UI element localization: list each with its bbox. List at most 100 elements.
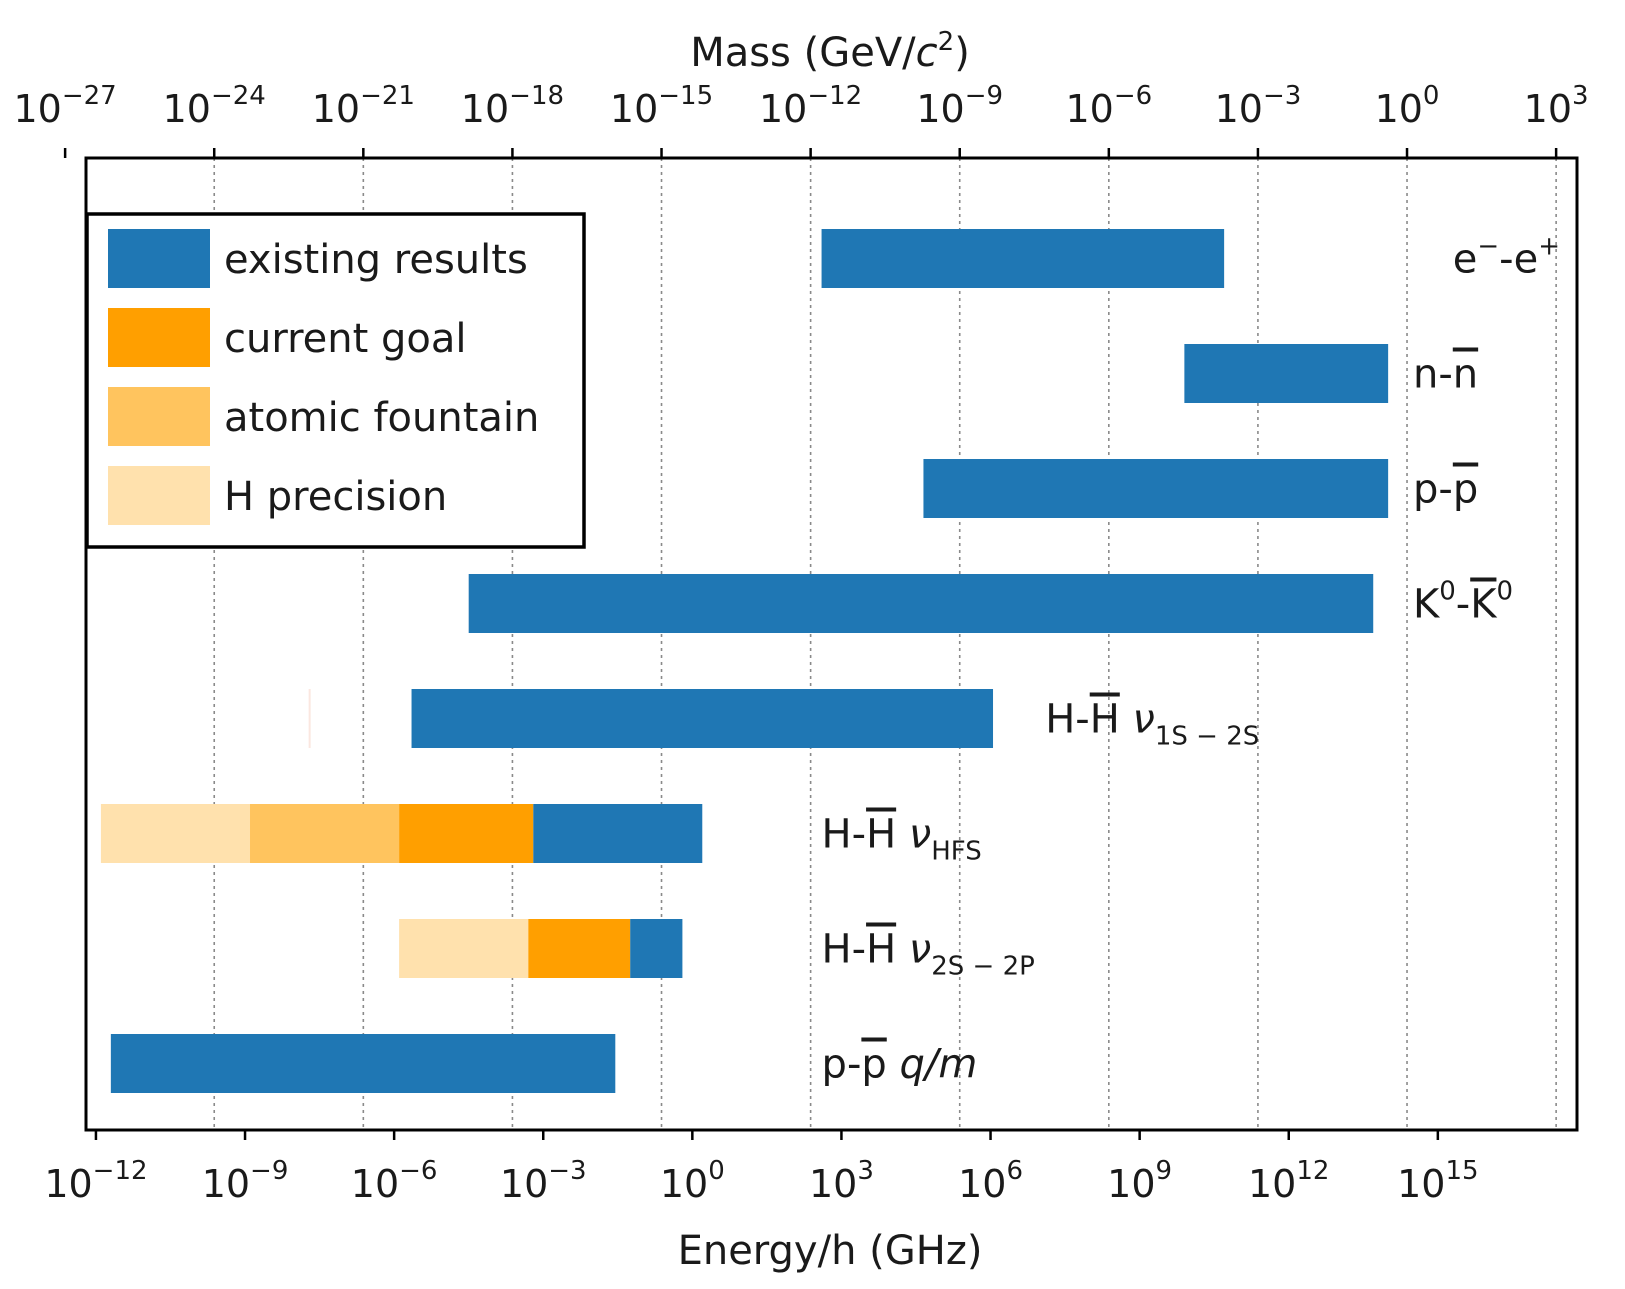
top-tick-base: 10 bbox=[312, 87, 360, 131]
top-tick-label: 10−18 bbox=[461, 81, 564, 131]
legend-swatch-goal bbox=[108, 308, 210, 367]
bottom-tick-exponent: −12 bbox=[93, 1156, 148, 1186]
row-label-main: H- bbox=[822, 927, 867, 973]
bottom-tick-label: 103 bbox=[809, 1156, 874, 1206]
top-axis-title-sup: 2 bbox=[938, 27, 955, 57]
legend-label-fountain: atomic fountain bbox=[224, 395, 539, 441]
top-tick-label: 10−15 bbox=[610, 81, 713, 131]
bottom-tick-base: 10 bbox=[500, 1162, 548, 1206]
bottom-tick-label: 1015 bbox=[1397, 1156, 1478, 1206]
row-label: H-H νHFS bbox=[822, 812, 982, 867]
legend-swatch-fountain bbox=[108, 387, 210, 446]
bar-existing bbox=[630, 919, 683, 978]
grid-lines bbox=[213, 158, 1557, 1130]
bottom-tick-exponent: 6 bbox=[1006, 1156, 1023, 1186]
row-label-variable: ν bbox=[1133, 697, 1155, 743]
bar-existing bbox=[411, 689, 994, 748]
row-label-overlined: n bbox=[1453, 352, 1478, 398]
row-label-variable: ν bbox=[909, 927, 931, 973]
row-label-sup: 0 bbox=[1439, 577, 1456, 607]
row-label: K0-K0 bbox=[1413, 577, 1513, 628]
row-label-subscript: HFS bbox=[931, 837, 982, 867]
legend-label-existing: existing results bbox=[224, 237, 528, 283]
bottom-tick-label: 109 bbox=[1107, 1156, 1172, 1206]
row-label-subscript: 1S − 2S bbox=[1155, 722, 1259, 752]
row-label-overlined: H bbox=[1090, 697, 1120, 743]
row-label-space bbox=[1120, 697, 1133, 743]
bottom-tick-base: 10 bbox=[351, 1162, 399, 1206]
top-axis: 10−27 10−24 10−21 10−18 10−15 10−12 10−9 10−6 10… bbox=[14, 81, 1589, 158]
row-label-overlined: H bbox=[866, 927, 896, 973]
top-axis-title-var: c bbox=[916, 30, 938, 76]
bottom-tick-label: 10−12 bbox=[44, 1156, 147, 1206]
row-label: H-H ν2S − 2P bbox=[822, 927, 1035, 982]
bar-precision bbox=[399, 919, 529, 978]
bar-existing bbox=[533, 804, 703, 863]
row-label: n-n bbox=[1413, 352, 1478, 398]
row-label: p-p q/m bbox=[822, 1042, 978, 1088]
top-axis-title: Mass (GeV/c2) bbox=[690, 27, 970, 76]
bottom-tick-label: 100 bbox=[660, 1156, 725, 1206]
bottom-tick-base: 10 bbox=[44, 1162, 92, 1206]
legend-label-goal: current goal bbox=[224, 316, 467, 362]
bottom-tick-exponent: −6 bbox=[399, 1156, 437, 1186]
legend-swatch-precision bbox=[108, 466, 210, 525]
top-tick-base: 10 bbox=[1215, 87, 1263, 131]
row-label: e−-e+ bbox=[1453, 232, 1560, 283]
bar-precision bbox=[100, 804, 251, 863]
row-label-overlined: H bbox=[866, 812, 896, 858]
row-label-main: n- bbox=[1413, 352, 1453, 398]
bottom-tick-base: 10 bbox=[1397, 1162, 1445, 1206]
bottom-tick-label: 1012 bbox=[1248, 1156, 1329, 1206]
bottom-tick-base: 10 bbox=[660, 1162, 708, 1206]
row-label-main: p- bbox=[1413, 467, 1453, 513]
row-label-space bbox=[896, 812, 909, 858]
bottom-tick-base: 10 bbox=[202, 1162, 250, 1206]
top-tick-label: 10−9 bbox=[916, 81, 1003, 131]
top-tick-exponent: 3 bbox=[1572, 81, 1589, 111]
bar-goal bbox=[528, 919, 631, 978]
row-label-mid: -e bbox=[1499, 237, 1538, 283]
legend: existing results current goal atomic fount… bbox=[85, 212, 586, 549]
bar-marker bbox=[308, 689, 311, 748]
row-label-space bbox=[887, 1042, 900, 1088]
top-tick-exponent: −12 bbox=[807, 81, 862, 111]
bar-existing bbox=[468, 574, 1374, 633]
bottom-tick-base: 10 bbox=[1107, 1162, 1155, 1206]
x-axis-title: Energy/h (GHz) bbox=[678, 1228, 983, 1274]
bottom-tick-exponent: 9 bbox=[1156, 1156, 1173, 1186]
row-label-main: K bbox=[1413, 582, 1441, 628]
bottom-tick-exponent: 12 bbox=[1296, 1156, 1329, 1186]
top-tick-label: 100 bbox=[1375, 81, 1440, 131]
bottom-tick-exponent: 0 bbox=[708, 1156, 725, 1186]
row-label-mid: - bbox=[1456, 582, 1470, 628]
top-tick-base: 10 bbox=[1375, 87, 1423, 131]
row-label-overlined: p bbox=[861, 1042, 886, 1088]
row-label-variable: q/m bbox=[899, 1042, 977, 1088]
top-tick-exponent: −27 bbox=[62, 81, 117, 111]
bottom-tick-exponent: −9 bbox=[250, 1156, 288, 1186]
row-label-main: e bbox=[1453, 237, 1478, 283]
plot-frame bbox=[84, 156, 1579, 1132]
top-axis-title-suffix: ) bbox=[954, 30, 970, 76]
row-label-overlined: K bbox=[1470, 582, 1498, 628]
bar-existing bbox=[821, 229, 1225, 288]
row-labels: e−-e+n-np-pK0-K0H-H ν1S − 2SH-H νHFSH-H … bbox=[822, 232, 1560, 1088]
row-label-main: H- bbox=[1045, 697, 1090, 743]
top-tick-exponent: −6 bbox=[1114, 81, 1152, 111]
top-tick-label: 10−6 bbox=[1065, 81, 1152, 131]
row-label-sup: + bbox=[1538, 232, 1560, 262]
top-tick-base: 10 bbox=[1065, 87, 1113, 131]
top-tick-exponent: −3 bbox=[1263, 81, 1301, 111]
bottom-axis: 10−12 10−9 10−6 10−3 100 103 106 109 1012 1015 bbox=[44, 1130, 1479, 1206]
top-tick-base: 10 bbox=[916, 87, 964, 131]
bar-fountain bbox=[250, 804, 400, 863]
bottom-tick-base: 10 bbox=[958, 1162, 1006, 1206]
bottom-tick-exponent: 15 bbox=[1445, 1156, 1478, 1186]
top-tick-exponent: 0 bbox=[1423, 81, 1440, 111]
row-label: p-p bbox=[1413, 467, 1478, 513]
top-tick-exponent: −24 bbox=[211, 81, 266, 111]
top-tick-exponent: −9 bbox=[965, 81, 1003, 111]
top-tick-label: 10−27 bbox=[14, 81, 117, 131]
legend-label-precision: H precision bbox=[224, 474, 447, 520]
